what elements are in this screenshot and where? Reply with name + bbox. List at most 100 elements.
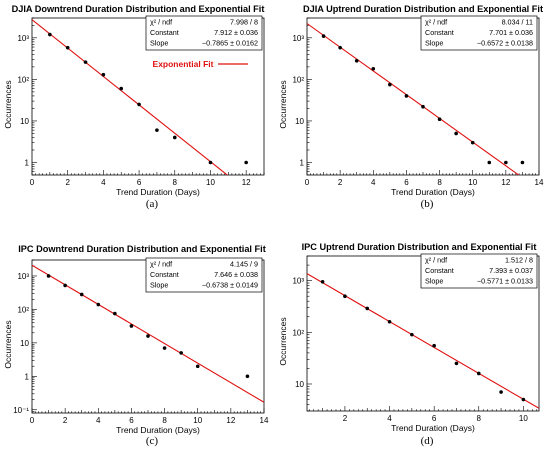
data-point (245, 374, 250, 379)
stats-box (420, 15, 538, 51)
y-tick-label: 1 (300, 158, 305, 167)
stats-value: −0.5771 ± 0.0133 (477, 277, 533, 286)
chart-panel: DJIA Uptrend Duration Distribution and E… (278, 4, 544, 210)
stats-value: 7.393 ± 0.037 (489, 266, 533, 275)
y-tick-label: 10² (292, 75, 304, 84)
stats-label: χ² / ndf (150, 18, 172, 27)
fit-line (32, 19, 229, 175)
data-point (129, 324, 134, 328)
x-tick-label: 4 (96, 416, 101, 425)
stats-value: 1.512 / 8 (505, 256, 533, 265)
chart-panel: DJIA Downtrend Duration Distribution and… (3, 4, 264, 210)
data-point (343, 294, 347, 299)
data-point (354, 58, 359, 63)
data-point (404, 94, 409, 98)
y-axis-label: Occurrences (278, 80, 288, 128)
stats-value: 7.701 ± 0.036 (489, 28, 533, 37)
data-point (208, 160, 213, 165)
data-point (63, 283, 67, 288)
data-point (437, 117, 442, 122)
data-point (83, 60, 88, 64)
x-tick-label: 12 (226, 416, 235, 425)
stats-label: Slope (150, 281, 168, 290)
stats-value: −0.6738 ± 0.0149 (202, 281, 258, 290)
x-axis-label: Trend Duration (Days) (116, 187, 200, 197)
data-point (119, 86, 124, 91)
data-point (113, 311, 117, 316)
chart-title: DJIA Uptrend Duration Distribution and E… (303, 4, 543, 14)
x-tick-label: 10 (468, 178, 477, 187)
y-tick-label: 10² (17, 75, 29, 84)
x-axis-label: Trend Duration (Days) (391, 423, 475, 433)
stats-label: Constant (425, 28, 454, 37)
chart-title: IPC Uptrend Duration Distribution and Ex… (302, 242, 537, 252)
y-axis-label: Occurrences (3, 80, 13, 128)
legend-label: Exponential Fit (153, 59, 214, 69)
data-point (487, 160, 492, 165)
fit-line (307, 273, 539, 409)
data-point (470, 140, 475, 145)
panel-caption: (c) (146, 435, 159, 447)
stats-box (420, 253, 538, 289)
x-tick-label: 8 (437, 178, 442, 187)
x-tick-label: 2 (65, 178, 70, 187)
data-point (365, 306, 370, 311)
chart-title: IPC Downtrend Duration Distribution and … (18, 244, 266, 254)
stats-value: 4.145 / 9 (230, 260, 258, 269)
stats-label: Slope (425, 39, 443, 48)
y-tick-label: 10³ (17, 34, 29, 43)
x-tick-label: 14 (260, 416, 269, 425)
y-tick-label: 10³ (17, 272, 29, 281)
stats-label: Constant (150, 28, 179, 37)
fit-line (32, 264, 264, 403)
x-tick-label: 8 (173, 178, 178, 187)
x-axis-label: Trend Duration (Days) (116, 425, 200, 435)
y-tick-label: 1 (25, 158, 30, 167)
y-tick-label: 10² (292, 328, 304, 337)
y-tick-label: 10 (20, 339, 29, 348)
panel-caption: (a) (146, 198, 159, 210)
x-tick-label: 10 (193, 416, 202, 425)
x-tick-label: 2 (63, 416, 68, 425)
y-tick-label: 10² (17, 305, 29, 314)
data-point (388, 82, 392, 87)
x-tick-label: 2 (338, 178, 343, 187)
stats-value: 7.998 / 8 (230, 18, 258, 27)
data-point (146, 334, 150, 338)
stats-box (145, 257, 263, 293)
x-tick-label: 2 (343, 414, 348, 423)
stats-label: χ² / ndf (425, 18, 447, 27)
x-tick-label: 0 (30, 178, 35, 187)
stats-label: χ² / ndf (150, 260, 172, 269)
chart-panel: IPC Uptrend Duration Distribution and Ex… (278, 242, 540, 447)
chart-panel: IPC Downtrend Duration Distribution and … (3, 244, 269, 447)
data-point (521, 397, 526, 402)
data-point (432, 343, 436, 348)
data-point (410, 332, 414, 337)
data-point (244, 160, 248, 165)
y-tick-label: 10 (20, 117, 29, 126)
stats-label: χ² / ndf (425, 256, 447, 265)
stats-label: Slope (150, 39, 168, 48)
y-tick-label: 1 (25, 372, 30, 381)
x-tick-label: 8 (162, 416, 167, 425)
x-tick-label: 14 (535, 178, 544, 187)
x-tick-label: 0 (30, 416, 35, 425)
y-axis-label: Occurrences (278, 317, 288, 365)
data-point (137, 102, 141, 107)
x-tick-label: 8 (477, 414, 482, 423)
data-point (371, 66, 376, 71)
data-point (499, 390, 503, 394)
x-tick-label: 4 (101, 178, 106, 187)
x-tick-label: 10 (206, 178, 215, 187)
y-tick-label: 10 (295, 380, 304, 389)
data-point (320, 280, 325, 284)
data-point (155, 128, 159, 132)
stats-label: Constant (425, 266, 454, 275)
data-point (504, 160, 508, 165)
x-tick-label: 12 (242, 178, 251, 187)
stats-value: 8.034 / 11 (502, 18, 533, 27)
data-point (338, 45, 342, 50)
x-tick-label: 0 (305, 178, 310, 187)
